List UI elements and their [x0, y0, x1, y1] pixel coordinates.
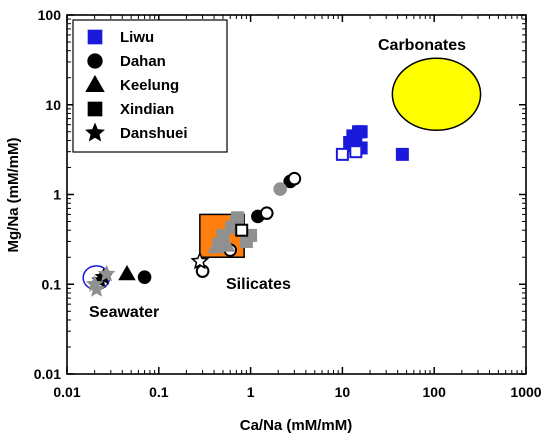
data-point-liwu [395, 147, 409, 161]
data-point-dahan [273, 182, 287, 196]
y-tick-label: 100 [38, 7, 62, 23]
legend-marker-liwu [87, 29, 103, 45]
labels-layer: Carbonates Silicates Seawater [89, 37, 466, 321]
legend-label-danshuei: Danshuei [120, 125, 188, 142]
data-point-danshuei [87, 279, 106, 297]
x-axis-title: Ca/Na (mM/mM) [240, 417, 353, 434]
data-point-dahan [137, 270, 152, 284]
data-point-liwu [335, 147, 349, 161]
carbonates-label: Carbonates [378, 37, 466, 54]
carbonates-region [391, 57, 482, 131]
y-axis-title: Mg/Na (mM/mM) [5, 138, 22, 253]
data-point-xindian [231, 211, 245, 225]
legend-marker-dahan [87, 53, 103, 69]
legend: Liwu Dahan Keelung Xindian Danshuei [72, 19, 228, 153]
data-point-danshuei [97, 264, 116, 282]
y-tick-label: 0.01 [34, 366, 61, 382]
x-tick-label: 10 [335, 384, 351, 400]
data-point-danshuei [190, 251, 210, 270]
y-tick-label: 1 [53, 187, 61, 203]
legend-label-xindian: Xindian [120, 101, 174, 118]
data-point-liwu [354, 125, 368, 139]
legend-marker-danshuei [85, 122, 105, 142]
data-point-xindian [235, 223, 249, 237]
y-tick-label: 10 [45, 97, 61, 113]
data-point-xindian [212, 237, 226, 251]
y-tick-label: 0.1 [42, 276, 62, 292]
data-point-dahan [259, 206, 274, 220]
legend-marker-xindian [87, 101, 103, 117]
data-point-dahan [287, 171, 302, 186]
x-tick-label: 1 [247, 384, 255, 400]
x-tick-label: 0.01 [53, 384, 80, 400]
legend-label-liwu: Liwu [120, 29, 154, 46]
legend-label-keelung: Keelung [120, 77, 179, 94]
data-point-keelung [118, 265, 136, 281]
seawater-label: Seawater [89, 304, 159, 321]
points-layer [85, 125, 409, 297]
legend-marker-keelung [85, 74, 105, 93]
data-point-liwu [349, 145, 363, 159]
silicates-label: Silicates [226, 276, 291, 293]
legend-label-dahan: Dahan [120, 53, 166, 70]
x-tick-label: 0.1 [149, 384, 169, 400]
x-tick-label: 1000 [510, 384, 541, 400]
x-tick-label: 100 [423, 384, 447, 400]
